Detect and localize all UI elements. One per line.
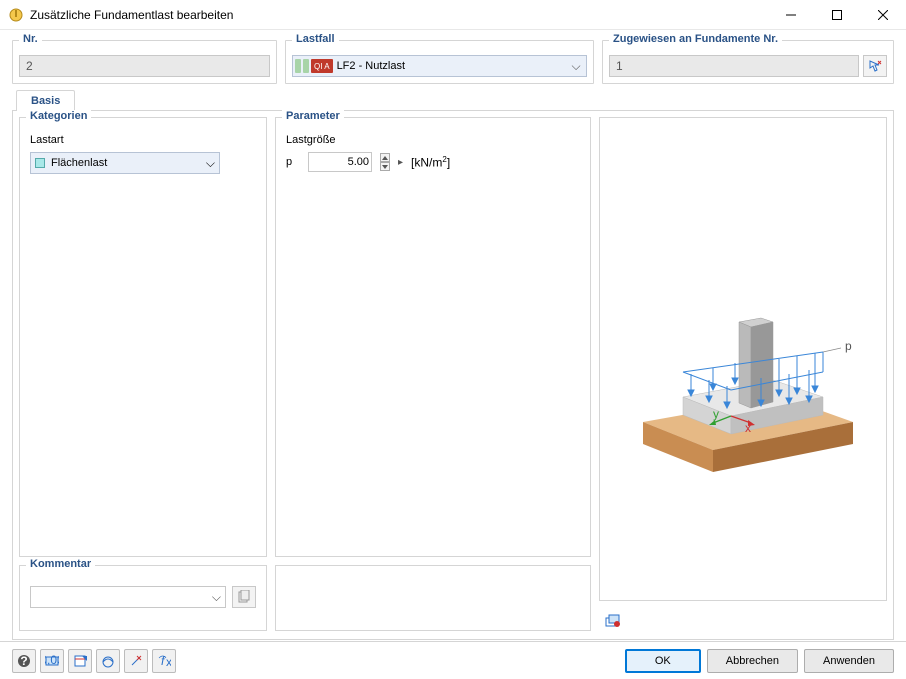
svg-text:?: ? <box>20 654 27 668</box>
tool-button-6[interactable]: fx <box>152 649 176 673</box>
p-input[interactable] <box>308 152 372 172</box>
parameter-panel: Parameter Lastgröße p ▸ [kN/m2] <box>275 117 591 557</box>
apply-button[interactable]: Anwenden <box>804 649 894 673</box>
svg-text:x: x <box>166 655 171 668</box>
app-icon <box>8 7 24 23</box>
lastart-label: Lastart <box>30 134 256 146</box>
tool-button-3[interactable] <box>68 649 92 673</box>
chevron-down-icon: ⌵ <box>206 156 215 171</box>
spinner-down-icon[interactable] <box>380 162 390 171</box>
p-label: p <box>286 156 300 168</box>
help-button[interactable]: ? <box>12 649 36 673</box>
lastfall-tag1b <box>303 59 309 73</box>
title-bar: Zusätzliche Fundamentlast bearbeiten <box>0 0 906 30</box>
kommentar-pick-button[interactable] <box>232 586 256 608</box>
lastart-value: Flächenlast <box>51 157 206 169</box>
mid-spacer-panel <box>275 565 591 631</box>
ok-button[interactable]: OK <box>625 649 701 673</box>
preview-settings-button[interactable] <box>601 609 625 631</box>
lastfall-dropdown[interactable]: QI A LF2 - Nutzlast ⌵ <box>292 55 587 77</box>
play-icon[interactable]: ▸ <box>398 157 403 168</box>
kommentar-panel: Kommentar ⌵ <box>19 565 267 631</box>
chevron-down-icon: ⌵ <box>568 59 584 74</box>
minimize-button[interactable] <box>768 0 814 30</box>
svg-text:y: y <box>713 407 719 421</box>
kommentar-legend: Kommentar <box>26 558 95 570</box>
window-title: Zusätzliche Fundamentlast bearbeiten <box>30 8 768 22</box>
lastart-dropdown[interactable]: Flächenlast ⌵ <box>30 152 220 174</box>
area-load-icon <box>35 158 45 168</box>
zugewiesen-legend: Zugewiesen an Fundamente Nr. <box>609 33 782 45</box>
preview-panel: p y x <box>599 117 887 601</box>
tab-body: Kategorien Lastart Flächenlast ⌵ Komment… <box>12 110 894 640</box>
top-fields-row: Nr. 2 Lastfall QI A LF2 - Nutzlast ⌵ Zug… <box>12 40 894 84</box>
pick-foundation-button[interactable] <box>863 55 887 77</box>
close-button[interactable] <box>860 0 906 30</box>
tool-button-5[interactable] <box>124 649 148 673</box>
lastfall-value: LF2 - Nutzlast <box>335 60 568 72</box>
lastfall-fieldset: Lastfall QI A LF2 - Nutzlast ⌵ <box>285 40 594 84</box>
bottom-bar: ? 0,00 fx OK Abbrechen Anwenden <box>0 641 906 679</box>
nr-legend: Nr. <box>19 33 42 45</box>
foundation-diagram: p y x <box>613 232 873 492</box>
tab-basis[interactable]: Basis <box>16 90 75 111</box>
tool-button-4[interactable] <box>96 649 120 673</box>
lastgroesse-label: Lastgröße <box>286 134 580 146</box>
kategorien-panel: Kategorien Lastart Flächenlast ⌵ <box>19 117 267 557</box>
zugewiesen-fieldset: Zugewiesen an Fundamente Nr. 1 <box>602 40 894 84</box>
kategorien-legend: Kategorien <box>26 110 91 122</box>
lastfall-tag2: QI A <box>311 59 333 73</box>
preview-toolbar <box>599 607 887 633</box>
tab-row: Basis <box>12 90 894 111</box>
svg-text:0,00: 0,00 <box>45 654 59 667</box>
units-button[interactable]: 0,00 <box>40 649 64 673</box>
cancel-button[interactable]: Abbrechen <box>707 649 798 673</box>
nr-fieldset: Nr. 2 <box>12 40 277 84</box>
kommentar-dropdown[interactable]: ⌵ <box>30 586 226 608</box>
lastfall-legend: Lastfall <box>292 33 339 45</box>
nr-value: 2 <box>19 55 270 77</box>
p-spinner[interactable] <box>380 153 390 171</box>
spinner-up-icon[interactable] <box>380 153 390 162</box>
svg-text:x: x <box>745 421 751 435</box>
p-unit: [kN/m2] <box>411 155 450 170</box>
chevron-down-icon: ⌵ <box>212 590 221 605</box>
lastfall-tag1 <box>295 59 301 73</box>
zugewiesen-value: 1 <box>609 55 859 77</box>
p-annotation: p <box>845 339 852 353</box>
parameter-legend: Parameter <box>282 110 344 122</box>
maximize-button[interactable] <box>814 0 860 30</box>
